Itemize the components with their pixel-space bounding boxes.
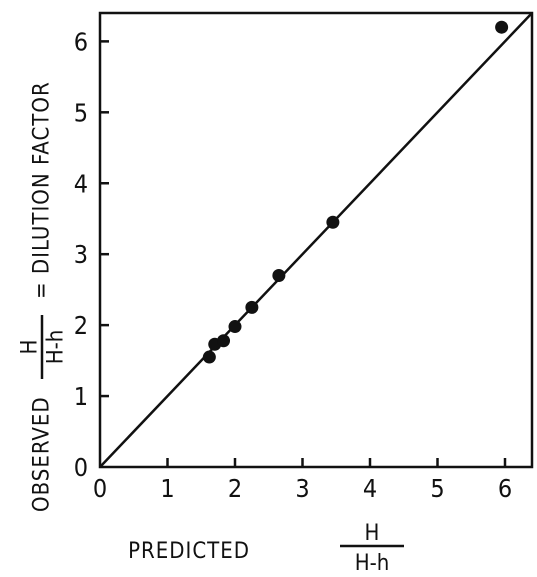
y-axis-label-prefix: OBSERVED: [30, 396, 55, 512]
y-axis-label-numerator: H: [18, 340, 43, 355]
x-tick-label: 3: [295, 474, 309, 503]
data-point: [326, 215, 340, 229]
x-tick-label: 4: [363, 474, 377, 503]
data-point: [495, 20, 509, 34]
x-tick-label: 0: [93, 474, 107, 503]
plot-frame: [98, 11, 534, 469]
data-point: [228, 320, 242, 334]
y-axis-ticks: 0 1 2 3 4 5 6: [74, 27, 109, 482]
x-axis-label-prefix: PREDICTED: [128, 539, 250, 564]
y-tick-label: 4: [74, 169, 88, 198]
y-axis-label: OBSERVED H H-h = DILUTION FACTOR: [18, 81, 69, 512]
y-tick-label: 2: [74, 311, 88, 340]
y-tick-label: 3: [74, 240, 88, 269]
identity-line: [99, 12, 533, 468]
x-axis-label-numerator: H: [365, 521, 380, 546]
y-axis-label-suffix: = DILUTION FACTOR: [30, 81, 55, 299]
data-point: [217, 334, 231, 348]
x-tick-label: 1: [160, 474, 174, 503]
y-tick-label: 5: [74, 98, 88, 127]
data-point: [202, 350, 216, 364]
data-point: [245, 300, 259, 314]
y-tick-label: 6: [74, 27, 88, 56]
y-tick-label: 1: [74, 382, 88, 411]
x-tick-label: 5: [430, 474, 444, 503]
x-axis-ticks: 0 1 2 3 4 5 6: [93, 458, 512, 503]
y-tick-label: 0: [74, 453, 88, 482]
x-axis-label-denominator: H-h: [355, 551, 390, 576]
x-tick-label: 6: [498, 474, 512, 503]
x-tick-label: 2: [228, 474, 242, 503]
y-axis-label-denominator: H-h: [44, 330, 69, 365]
data-points: [202, 20, 509, 364]
data-point: [272, 268, 286, 282]
x-axis-label: PREDICTED H H-h: [128, 521, 404, 576]
